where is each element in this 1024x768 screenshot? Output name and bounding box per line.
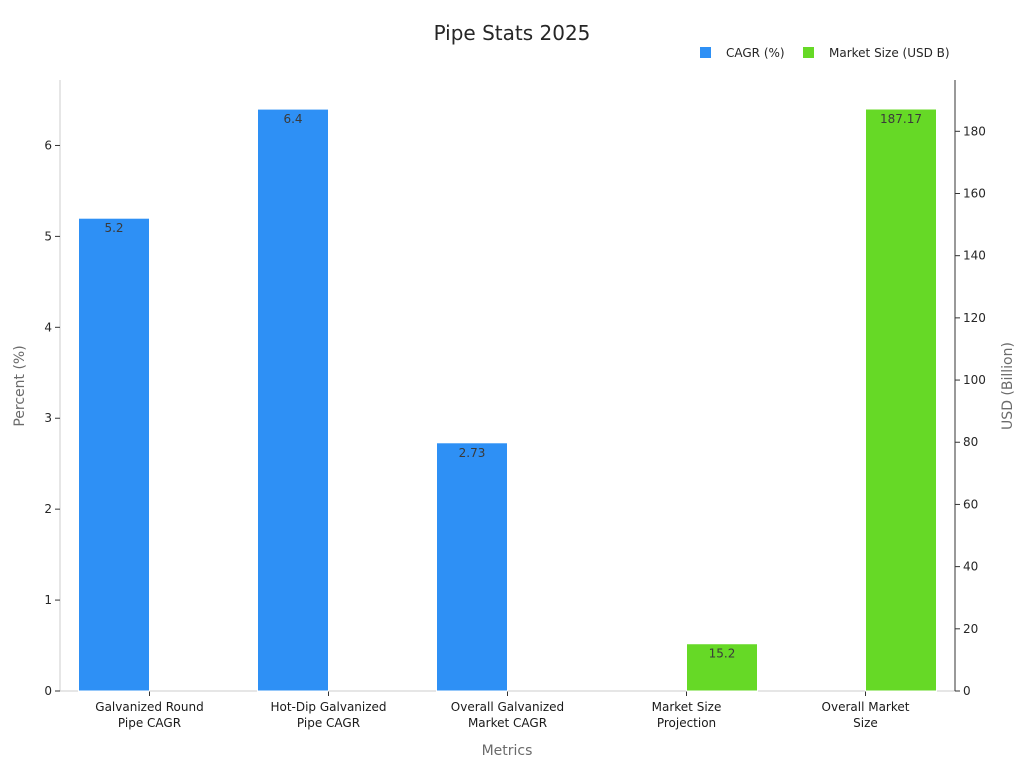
- y-axis-title: Percent (%): [12, 345, 28, 426]
- x-tick-label-line: Overall Market: [822, 700, 910, 714]
- x-tick-label: Overall Market Size: [822, 700, 910, 730]
- y2-tick-label: 120: [963, 311, 986, 325]
- bar: [865, 108, 937, 692]
- bar-label: 5.2: [104, 221, 123, 235]
- y2-tick-label: 100: [963, 373, 986, 387]
- x-tick-label-line: Overall Galvanized: [451, 700, 564, 714]
- chart-title: Pipe Stats 2025: [434, 21, 591, 45]
- bar: [436, 442, 508, 692]
- x-tick-label-line: Market CAGR: [468, 716, 547, 730]
- bar: [686, 643, 758, 692]
- y2-tick-label: 160: [963, 186, 986, 200]
- bar-label: 2.73: [459, 446, 486, 460]
- y-tick-label: 0: [44, 684, 52, 698]
- y2-tick-label: 80: [963, 435, 978, 449]
- legend: CAGR (%) Market Size (USD B): [700, 46, 950, 60]
- y-tick-label: 5: [44, 229, 52, 243]
- x-tick-label-line: Projection: [657, 716, 716, 730]
- bar: [257, 108, 329, 692]
- x-axis-title: Metrics: [482, 743, 533, 759]
- y-tick-label: 3: [44, 411, 52, 425]
- x-tick-label-line: Galvanized Round: [95, 700, 203, 714]
- axes: 0123456020406080100120140160180Galvanize…: [44, 80, 986, 730]
- x-tick-label: Galvanized Round Pipe CAGR: [95, 700, 203, 730]
- legend-label: Market Size (USD B): [829, 46, 950, 60]
- y2-tick-label: 60: [963, 497, 978, 511]
- bar: [78, 217, 150, 692]
- y2-tick-label: 40: [963, 560, 978, 574]
- y-tick-label: 2: [44, 502, 52, 516]
- x-tick-label-line: Pipe CAGR: [297, 716, 360, 730]
- bar-label: 15.2: [709, 647, 736, 661]
- x-tick-label-line: Size: [853, 716, 878, 730]
- x-tick-label-line: Pipe CAGR: [118, 716, 181, 730]
- x-tick-label: Overall Galvanized Market CAGR: [451, 700, 564, 730]
- legend-label: CAGR (%): [726, 46, 785, 60]
- bar-label: 6.4: [283, 112, 302, 126]
- y2-tick-label: 180: [963, 124, 986, 138]
- x-tick-label: Market Size Projection: [652, 700, 722, 730]
- y2-axis-title: USD (Billion): [1000, 342, 1016, 430]
- y2-tick-label: 140: [963, 249, 986, 263]
- bars: 5.2 6.4 2.73 15.2 187.17: [78, 108, 937, 692]
- legend-swatch: [700, 47, 711, 58]
- y-tick-label: 4: [44, 320, 52, 334]
- y2-tick-label: 0: [963, 684, 971, 698]
- y-tick-label: 6: [44, 138, 52, 152]
- x-tick-label-line: Hot-Dip Galvanized: [270, 700, 386, 714]
- y2-tick-label: 20: [963, 622, 978, 636]
- x-tick-label-line: Market Size: [652, 700, 722, 714]
- y-tick-label: 1: [44, 593, 52, 607]
- x-tick-label: Hot-Dip Galvanized Pipe CAGR: [270, 700, 386, 730]
- legend-swatch: [803, 47, 814, 58]
- bar-label: 187.17: [880, 112, 922, 126]
